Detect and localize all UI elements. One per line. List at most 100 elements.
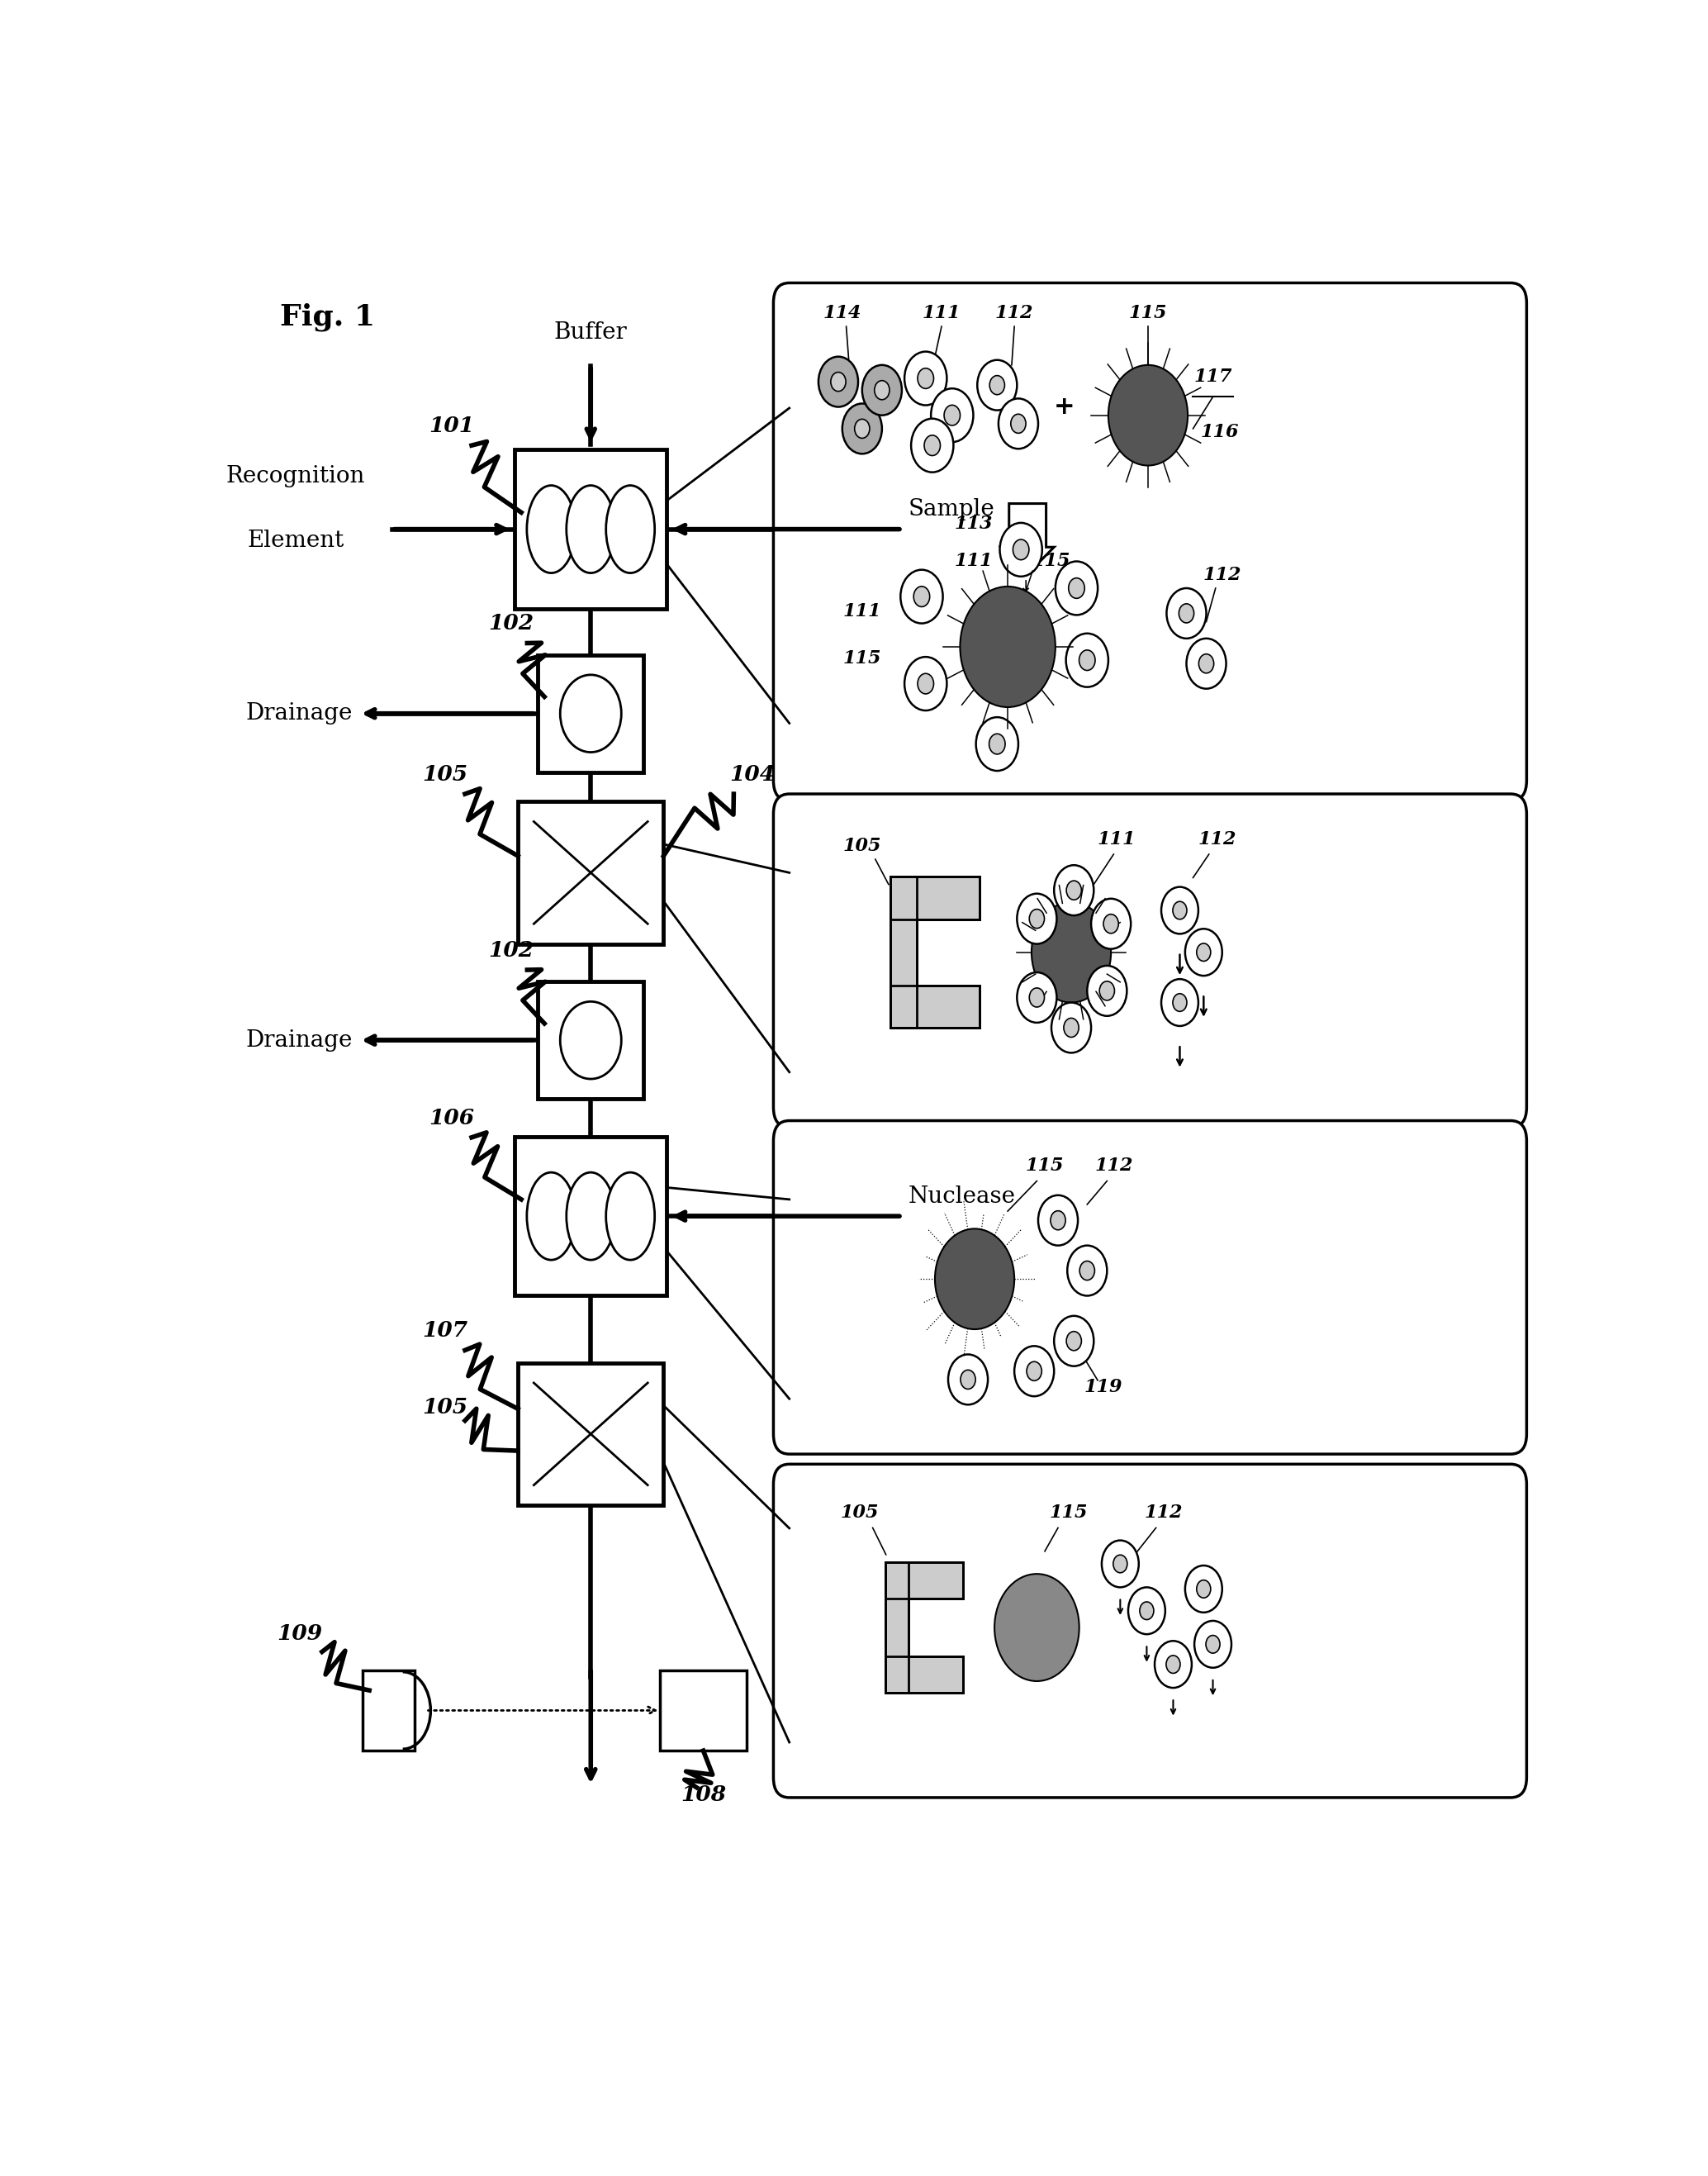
Text: 109: 109 (277, 1623, 323, 1645)
Circle shape (960, 588, 1056, 707)
Circle shape (1066, 881, 1081, 901)
Circle shape (1054, 1316, 1093, 1367)
Text: Element: Element (248, 529, 343, 551)
Circle shape (977, 359, 1016, 411)
FancyBboxPatch shape (661, 1671, 746, 1752)
Text: Nuclease: Nuclease (909, 1186, 1016, 1208)
FancyBboxPatch shape (774, 1121, 1527, 1454)
Ellipse shape (606, 485, 654, 572)
Text: 101: 101 (429, 416, 475, 435)
FancyBboxPatch shape (774, 794, 1527, 1127)
Circle shape (1185, 1565, 1223, 1612)
FancyBboxPatch shape (890, 986, 980, 1027)
FancyBboxPatch shape (886, 1562, 963, 1599)
Circle shape (1038, 1195, 1078, 1245)
Circle shape (818, 357, 857, 407)
Text: Sample: Sample (909, 498, 996, 520)
Circle shape (1027, 1362, 1042, 1382)
Circle shape (1013, 540, 1028, 559)
FancyBboxPatch shape (886, 1656, 963, 1693)
Text: 104: 104 (729, 764, 775, 786)
Circle shape (863, 366, 902, 416)
FancyBboxPatch shape (538, 981, 644, 1099)
Circle shape (934, 1229, 1015, 1330)
Text: Fig. 1: Fig. 1 (280, 302, 374, 331)
Text: 105: 105 (422, 764, 468, 786)
Circle shape (1199, 655, 1214, 672)
Circle shape (994, 1573, 1079, 1682)
Circle shape (874, 381, 890, 400)
Circle shape (1139, 1602, 1153, 1619)
Circle shape (1194, 1621, 1231, 1667)
Ellipse shape (567, 1173, 615, 1260)
Circle shape (1167, 588, 1206, 638)
Text: 117: 117 (1194, 368, 1231, 385)
Circle shape (1173, 994, 1187, 1012)
Circle shape (905, 657, 946, 712)
Circle shape (1066, 633, 1108, 688)
Circle shape (1050, 1210, 1066, 1229)
Text: Drainage: Drainage (246, 703, 352, 725)
Text: 108: 108 (680, 1784, 726, 1806)
Circle shape (975, 718, 1018, 770)
Circle shape (1015, 1347, 1054, 1397)
Circle shape (910, 418, 953, 472)
Text: 112: 112 (1144, 1504, 1184, 1521)
Text: Recognition: Recognition (225, 466, 366, 487)
FancyBboxPatch shape (514, 450, 666, 609)
Circle shape (917, 675, 934, 694)
Circle shape (1100, 981, 1115, 1001)
Circle shape (1103, 914, 1119, 934)
Circle shape (1056, 561, 1098, 616)
Circle shape (905, 353, 946, 405)
Text: 111: 111 (844, 603, 881, 620)
Text: 112: 112 (996, 305, 1033, 322)
Circle shape (948, 1353, 987, 1406)
Text: 111: 111 (922, 305, 960, 322)
Text: 115: 115 (844, 648, 881, 668)
Text: 116: 116 (1201, 422, 1238, 442)
Text: 107: 107 (422, 1321, 468, 1340)
Text: 105: 105 (422, 1397, 468, 1419)
FancyBboxPatch shape (774, 283, 1527, 801)
Circle shape (1069, 579, 1085, 598)
Circle shape (924, 435, 941, 455)
Circle shape (854, 420, 869, 437)
Circle shape (1187, 638, 1226, 690)
FancyBboxPatch shape (886, 1562, 909, 1693)
Circle shape (1206, 1636, 1220, 1654)
Circle shape (1197, 944, 1211, 962)
Ellipse shape (526, 485, 576, 572)
Ellipse shape (567, 485, 615, 572)
Circle shape (999, 398, 1038, 448)
Text: 105: 105 (844, 838, 881, 855)
FancyBboxPatch shape (518, 801, 663, 944)
Circle shape (1054, 866, 1093, 916)
Text: 115: 115 (1129, 305, 1167, 322)
Text: Buffer: Buffer (553, 322, 627, 344)
Circle shape (931, 390, 974, 442)
Text: 114: 114 (823, 305, 861, 322)
Ellipse shape (526, 1173, 576, 1260)
Circle shape (1161, 979, 1199, 1027)
FancyBboxPatch shape (538, 655, 644, 772)
Circle shape (1030, 988, 1044, 1007)
Text: 102: 102 (488, 940, 535, 960)
Circle shape (960, 1371, 975, 1388)
Circle shape (1102, 1541, 1139, 1586)
Circle shape (1064, 1018, 1079, 1038)
Circle shape (830, 372, 845, 392)
Circle shape (1173, 901, 1187, 918)
Circle shape (1079, 651, 1095, 670)
Text: ↓: ↓ (1020, 579, 1033, 596)
Circle shape (945, 405, 960, 426)
Circle shape (1016, 894, 1057, 944)
Text: 106: 106 (429, 1108, 475, 1127)
Circle shape (1016, 973, 1057, 1023)
Circle shape (989, 376, 1004, 394)
Circle shape (1167, 1656, 1180, 1673)
Circle shape (1052, 1003, 1091, 1053)
Circle shape (1068, 1245, 1107, 1295)
Circle shape (1108, 366, 1187, 466)
Text: 119: 119 (1085, 1377, 1122, 1397)
